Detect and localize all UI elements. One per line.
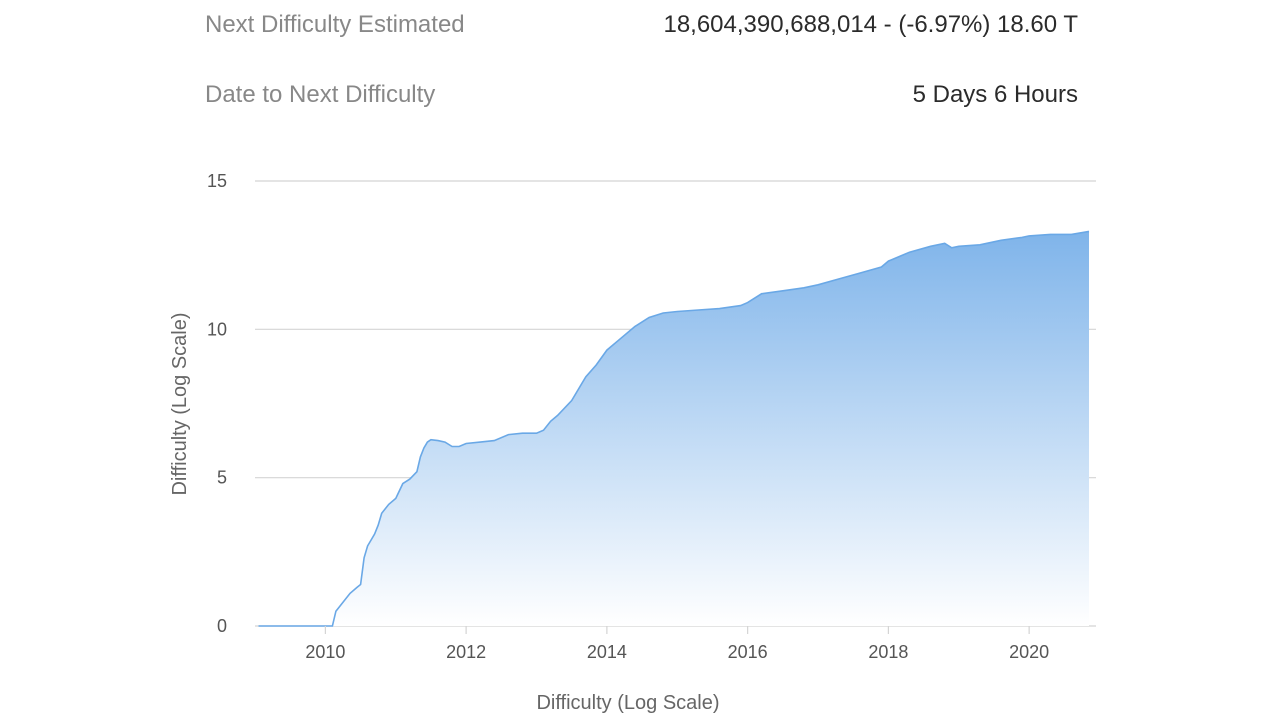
- difficulty-series-line: [258, 230, 1090, 627]
- x-tick-label: 2012: [446, 642, 486, 662]
- x-tick-label: 2018: [868, 642, 908, 662]
- x-tick-label: 2014: [587, 642, 627, 662]
- y-tick-label: 10: [207, 319, 227, 339]
- y-axis-ticks: 0 5 10 15: [207, 171, 227, 636]
- date-to-next-value: 5 Days 6 Hours: [912, 81, 1078, 108]
- x-axis-ticks: 2010 2012 2014 2016 2018 2020: [305, 626, 1049, 662]
- next-difficulty-label: Next Difficulty Estimated: [205, 11, 465, 38]
- x-tick-label: 2016: [728, 642, 768, 662]
- date-to-next-row: Date to Next Difficulty 5 Days 6 Hours: [205, 75, 1078, 115]
- x-tick-label: 2020: [1009, 642, 1049, 662]
- difficulty-area: [258, 230, 1090, 627]
- date-to-next-label: Date to Next Difficulty: [205, 81, 436, 108]
- x-axis-title: Difficulty (Log Scale): [536, 692, 719, 714]
- next-difficulty-value: 18,604,390,688,014: [663, 11, 878, 38]
- next-difficulty-separator: -: [877, 11, 899, 38]
- y-tick-label: 15: [207, 171, 227, 191]
- next-difficulty-value-group: 18,604,390,688,014 - (-6.97%) 18.60 T: [663, 11, 1078, 39]
- next-difficulty-row: Next Difficulty Estimated 18,604,390,688…: [205, 5, 1078, 45]
- y-tick-label: 5: [217, 468, 227, 488]
- difficulty-area-fill: [258, 231, 1089, 626]
- next-difficulty-change: (-6.97%) 18.60 T: [898, 11, 1078, 38]
- y-axis-title: Difficulty (Log Scale): [169, 312, 191, 495]
- y-tick-label: 0: [217, 616, 227, 636]
- x-tick-label: 2010: [305, 642, 345, 662]
